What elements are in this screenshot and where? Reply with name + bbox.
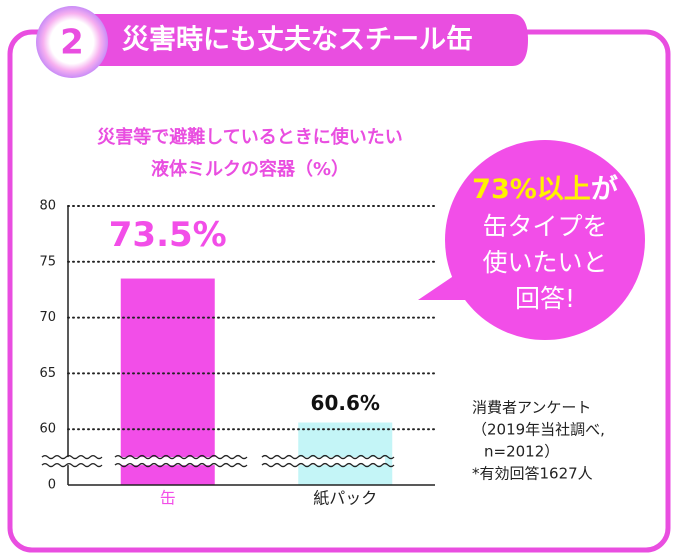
chart-title: 災害等で避難しているときに使いたい [97, 126, 402, 148]
chart-title: 液体ミルクの容器（%） [151, 158, 349, 180]
value-label: 73.5% [109, 215, 227, 255]
axis-break-gap [262, 457, 385, 466]
x-tick-label: 紙パック [313, 489, 377, 508]
bar [298, 422, 393, 485]
axis-break-gap [42, 457, 92, 466]
callout-line: 使いたいと [482, 248, 607, 277]
callout-bubble [445, 140, 645, 340]
callout-line: 回答! [515, 284, 575, 313]
header-number: 2 [60, 23, 84, 63]
callout-line: 缶タイプを [482, 212, 607, 241]
axis-break-gap [115, 457, 238, 466]
note-line: n=2012） [484, 443, 559, 461]
y-tick-label: 65 [39, 366, 56, 381]
header-band [80, 14, 528, 66]
y-tick-label: 70 [39, 310, 56, 325]
header-orb [36, 6, 108, 78]
y-tick-label: 0 [48, 478, 56, 493]
axis-break [41, 454, 103, 460]
y-tick-label: 60 [39, 422, 56, 437]
callout-text: が [591, 173, 618, 205]
y-tick-label: 75 [39, 254, 56, 269]
axis-break [114, 462, 248, 468]
callout-highlight: 73%以上 [472, 174, 591, 205]
callout-line: 73%以上が [472, 173, 618, 205]
axis-break [114, 454, 248, 460]
axis-break [41, 462, 103, 468]
header-title: 災害時にも丈夫なスチール缶 [122, 24, 473, 56]
x-tick-label: 缶 [160, 489, 176, 508]
plot: 缶 73.5% 紙パック 60.6% 0 60 65 70 75 80 [39, 199, 436, 508]
axis-break [261, 462, 395, 468]
value-label: 60.6% [311, 391, 380, 415]
y-tick-label: 80 [39, 199, 56, 214]
note-line: *有効回答1627人 [472, 465, 593, 483]
bar [120, 278, 215, 485]
note-line: 消費者アンケート [472, 399, 591, 417]
axis-break [261, 454, 395, 460]
callout: 73%以上が 缶タイプを 使いたいと 回答! [418, 140, 645, 340]
note-line: （2019年当社調べ, [472, 421, 605, 439]
